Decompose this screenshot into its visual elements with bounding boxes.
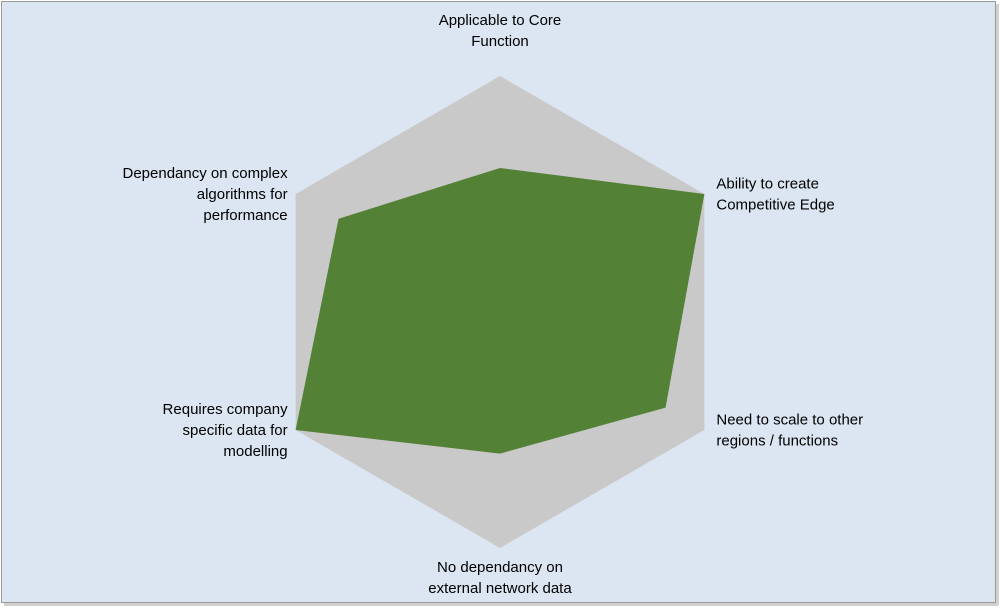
frame-shadow bbox=[996, 4, 999, 605]
axis-label: Requires company specific data for modelli… bbox=[163, 401, 289, 460]
axis-label: Dependancy on complex algorithms for perfo… bbox=[123, 165, 289, 224]
axis-label: No dependancy on external network data bbox=[428, 559, 572, 597]
axis-label: Ability to create Competitive Edge bbox=[716, 176, 834, 214]
axis-label: Need to scale to other regions / function… bbox=[716, 412, 863, 450]
axis-label: Applicable to Core Function bbox=[439, 12, 562, 50]
frame-shadow bbox=[4, 603, 998, 606]
radar-area bbox=[295, 168, 705, 454]
